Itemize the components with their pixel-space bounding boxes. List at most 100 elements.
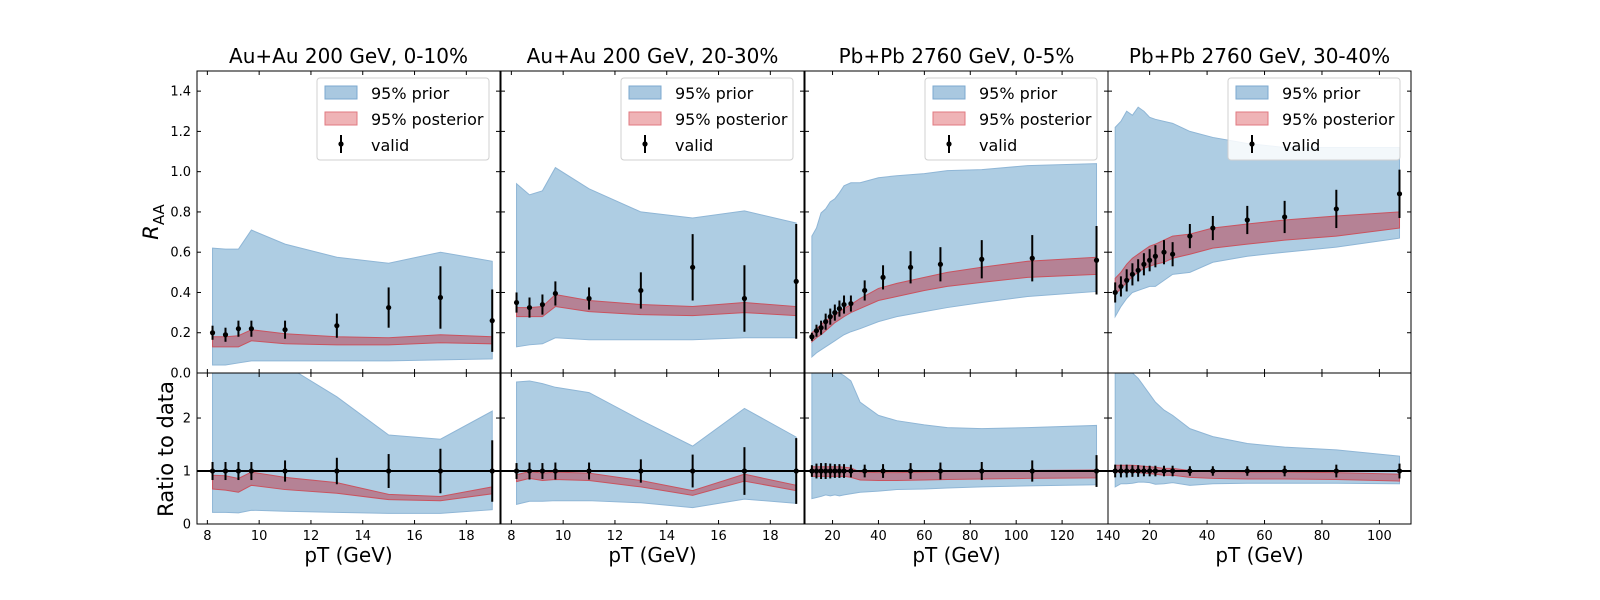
legend: 95% prior 95% posterior valid [620,77,794,161]
valid-point [937,468,944,474]
valid-point [1129,468,1136,474]
valid-point [813,328,820,334]
valid-point [513,468,520,474]
valid-point [334,323,340,329]
xtick-label: 100 [1004,529,1029,544]
legend-valid-marker [642,141,648,147]
legend-posterior-swatch [324,111,358,126]
valid-point [1333,468,1339,474]
axes-frame [196,372,501,525]
legend: 95% prior 95% posterior valid [924,77,1098,161]
valid-point [1244,217,1250,223]
ylabel-raa: RAA [139,204,168,240]
plot-area [501,380,804,509]
valid-point [1029,468,1035,474]
valid-point [526,304,533,311]
valid-point [235,326,242,332]
valid-point [638,287,644,294]
valid-point [539,301,546,308]
ylabel-raa-subscript: AA [150,204,168,226]
valid-point [832,468,838,474]
valid-point [1396,191,1403,197]
valid-point [586,295,592,302]
xtick-label: 100 [1367,529,1392,544]
xtick-label: 12 [607,529,624,544]
valid-point [1161,249,1167,255]
panels-group: Au+Au 200 GeV, 0-10% 0.0 0.2 0.4 0.6 0.8 1.0 1.… [170,44,1412,567]
panel-title: Pb+Pb 2760 GeV, 30-40% [1129,44,1390,68]
valid-point [1141,468,1147,474]
valid-point [1333,206,1339,212]
valid-point [282,327,288,333]
valid-point [1135,267,1141,273]
valid-point [1029,255,1035,261]
valid-point [437,468,444,474]
valid-point [832,310,838,316]
ytick-label: 0.0 [170,367,191,382]
legend-valid-marker [1249,141,1255,147]
legend-posterior-swatch [932,111,966,126]
legend-prior-swatch [932,85,966,100]
valid-point [827,468,833,474]
legend-prior-swatch [628,85,662,100]
valid-point [489,468,495,474]
plot-area [513,166,799,348]
valid-point [638,468,644,474]
valid-point [282,468,288,474]
ytick-label: 2 [183,412,191,427]
xtick-label: 20 [824,529,841,544]
xtick-label: 16 [710,529,727,544]
legend-prior-swatch [324,85,358,100]
valid-point [937,261,944,267]
legend-box [620,77,794,161]
valid-point [862,468,868,474]
valid-point [1187,233,1193,239]
valid-point [552,468,558,474]
panel-title: Au+Au 200 GeV, 0-10% [229,44,468,68]
legend-box [924,77,1098,161]
valid-point [809,468,815,474]
xtick-label: 140 [1096,529,1121,544]
valid-point [1135,468,1141,474]
legend-valid-marker [946,141,952,147]
legend-posterior-swatch [1235,111,1269,126]
valid-point [248,326,254,332]
ytick-label: 0.2 [170,326,191,341]
valid-point [526,468,533,474]
plot-area [197,373,500,514]
plot-area [805,373,1108,500]
axes-frame [500,372,805,525]
ytick-label: 0 [183,518,191,533]
legend-label: 95% prior [675,84,754,103]
legend-box [316,77,490,161]
xtick-label: 10 [251,529,268,544]
valid-point [690,264,696,270]
valid-point [1210,468,1216,474]
ylabel-ratio: Ratio to data [154,381,178,517]
valid-point [513,299,520,306]
ytick-label: 1 [183,465,191,480]
legend-label: 95% posterior [371,110,484,129]
valid-point [1170,468,1176,474]
panel-title: Pb+Pb 2760 GeV, 0-5% [839,44,1075,68]
xtick-label: 8 [507,529,515,544]
legend-prior-swatch [1235,85,1269,100]
legend-label: 95% prior [371,84,450,103]
valid-point [539,468,546,474]
xtick-label: 18 [762,529,779,544]
legend-label: 95% posterior [1282,110,1395,129]
valid-point [235,468,242,474]
valid-point [209,468,216,474]
xaxis-label: pT (GeV) [304,543,392,567]
valid-point [1141,261,1147,267]
valid-point [827,314,833,320]
ytick-label: 1.4 [170,85,191,100]
axes-frame [1107,372,1412,525]
valid-point [489,318,495,324]
valid-point [818,468,824,474]
xtick-label: 20 [1141,529,1158,544]
legend-label: 95% prior [979,84,1058,103]
valid-point [979,468,985,474]
valid-point [741,468,748,474]
